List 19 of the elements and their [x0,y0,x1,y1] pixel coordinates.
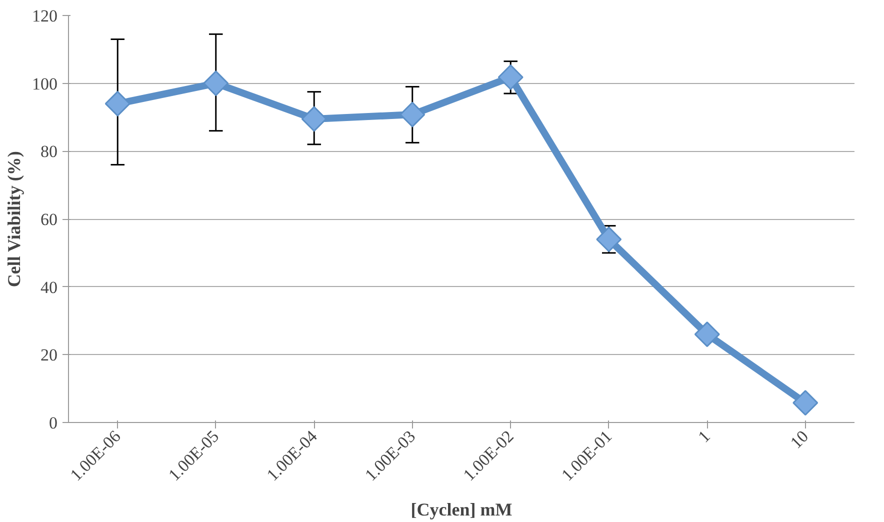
point [792,390,818,416]
x-tick-label: 1 [694,426,714,446]
point [203,70,229,96]
point [301,106,327,132]
y-tick-label: 120 [32,6,58,26]
y-tick-label: 40 [40,278,58,297]
y-tick-label: 100 [32,74,58,94]
y-axis-title: Cell Viability (%) [4,151,24,288]
x-tick-label: 10 [786,426,812,452]
y-tick-label: 0 [49,414,58,432]
point [104,90,130,116]
y-tick-label: 80 [40,142,58,162]
point [596,226,622,252]
y-tick-label: 20 [40,346,58,365]
point [400,102,426,128]
y-tick-label: 60 [40,210,58,229]
point [694,322,720,348]
x-axis-title: [Cyclen] mM [410,499,512,520]
point [498,64,524,90]
